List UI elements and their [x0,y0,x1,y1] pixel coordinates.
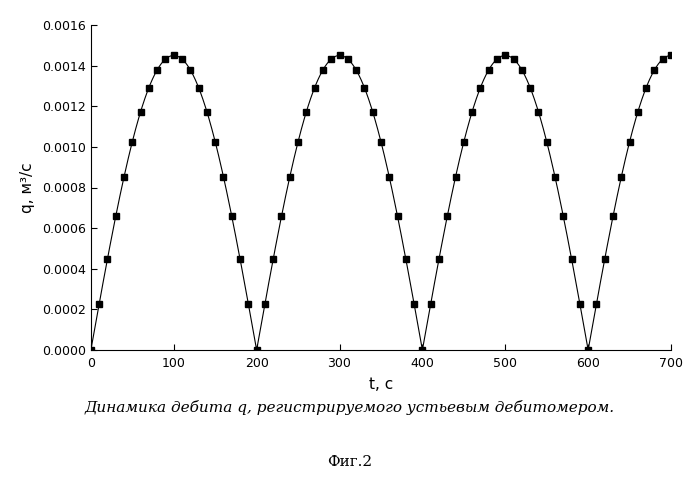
Y-axis label: q, м³/с: q, м³/с [20,162,35,213]
Text: Динамика дебита q, регистрируемого устьевым дебитомером.: Динамика дебита q, регистрируемого устье… [85,400,614,415]
X-axis label: t, с: t, с [369,377,393,392]
Text: Фиг.2: Фиг.2 [327,456,372,469]
